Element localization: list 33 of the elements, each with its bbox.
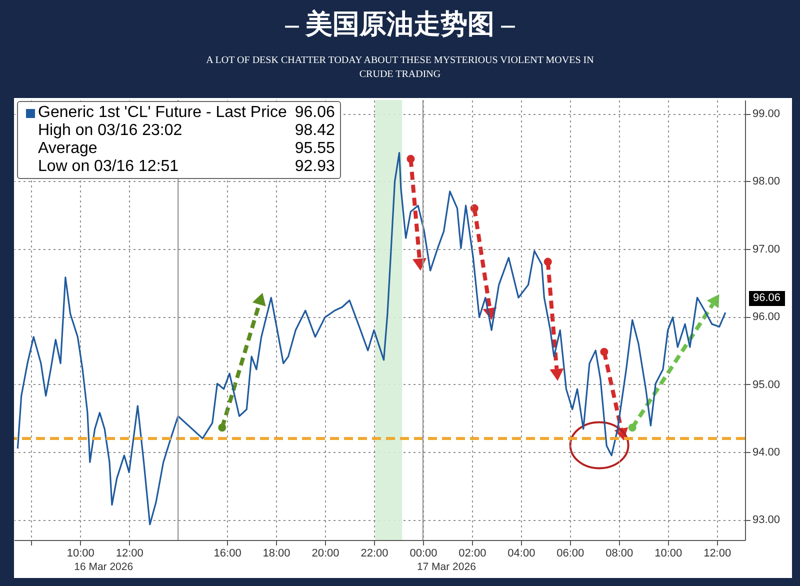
x-tick-label: 16:00: [214, 548, 242, 560]
x-tick-label: 10:00: [654, 548, 682, 560]
chart-subtitle: A LOT OF DESK CHATTER TODAY ABOUT THESE MYSTERIOUS VIOLENT MOVES IN CRUDE TRADING: [205, 54, 595, 82]
annotation: High on 03/16 23:02: [37, 122, 184, 140]
annotation: 96.06: [294, 104, 335, 122]
x-tick-label: 22:00: [360, 548, 388, 560]
y-tick-label: 94.00: [752, 446, 780, 458]
annotation: Low on 03/16 12:51: [37, 158, 180, 176]
legend-label: Generic 1st 'CL' Future - Last Price: [37, 104, 287, 122]
x-tick-label: 02:00: [458, 548, 486, 560]
text: 16 Mar 2026: [74, 561, 134, 573]
y-tick-label: 95.00: [752, 378, 780, 391]
text: 96.06: [749, 290, 785, 306]
annotation: 92.93: [294, 158, 335, 176]
x-tick-label: 00:00: [410, 548, 438, 560]
x-tick-label: 12:00: [704, 548, 732, 560]
x-tick-label: 20:00: [312, 548, 340, 560]
y-tick-label: 99.00: [752, 108, 780, 120]
y-tick-label: 97.00: [752, 243, 780, 256]
x-tick-label: 10:00: [66, 548, 94, 560]
x-tick-label: 18:00: [262, 548, 290, 560]
x-tick-label: 12:00: [116, 548, 144, 560]
y-tick-label: 93.00: [752, 514, 780, 526]
annotation: Average: [37, 140, 98, 158]
text: 17 Mar 2026: [416, 561, 476, 573]
annotation: 98.42: [294, 122, 335, 140]
x-tick-label: 04:00: [508, 548, 536, 560]
y-tick-label: 98.00: [752, 176, 780, 188]
chart-title: – 美国原油走势图 –: [284, 8, 516, 41]
x-tick-label: 08:00: [606, 548, 634, 560]
y-tick-label: 96.00: [752, 311, 780, 324]
annotation: 95.55: [294, 140, 335, 158]
x-tick-label: 06:00: [556, 548, 584, 560]
